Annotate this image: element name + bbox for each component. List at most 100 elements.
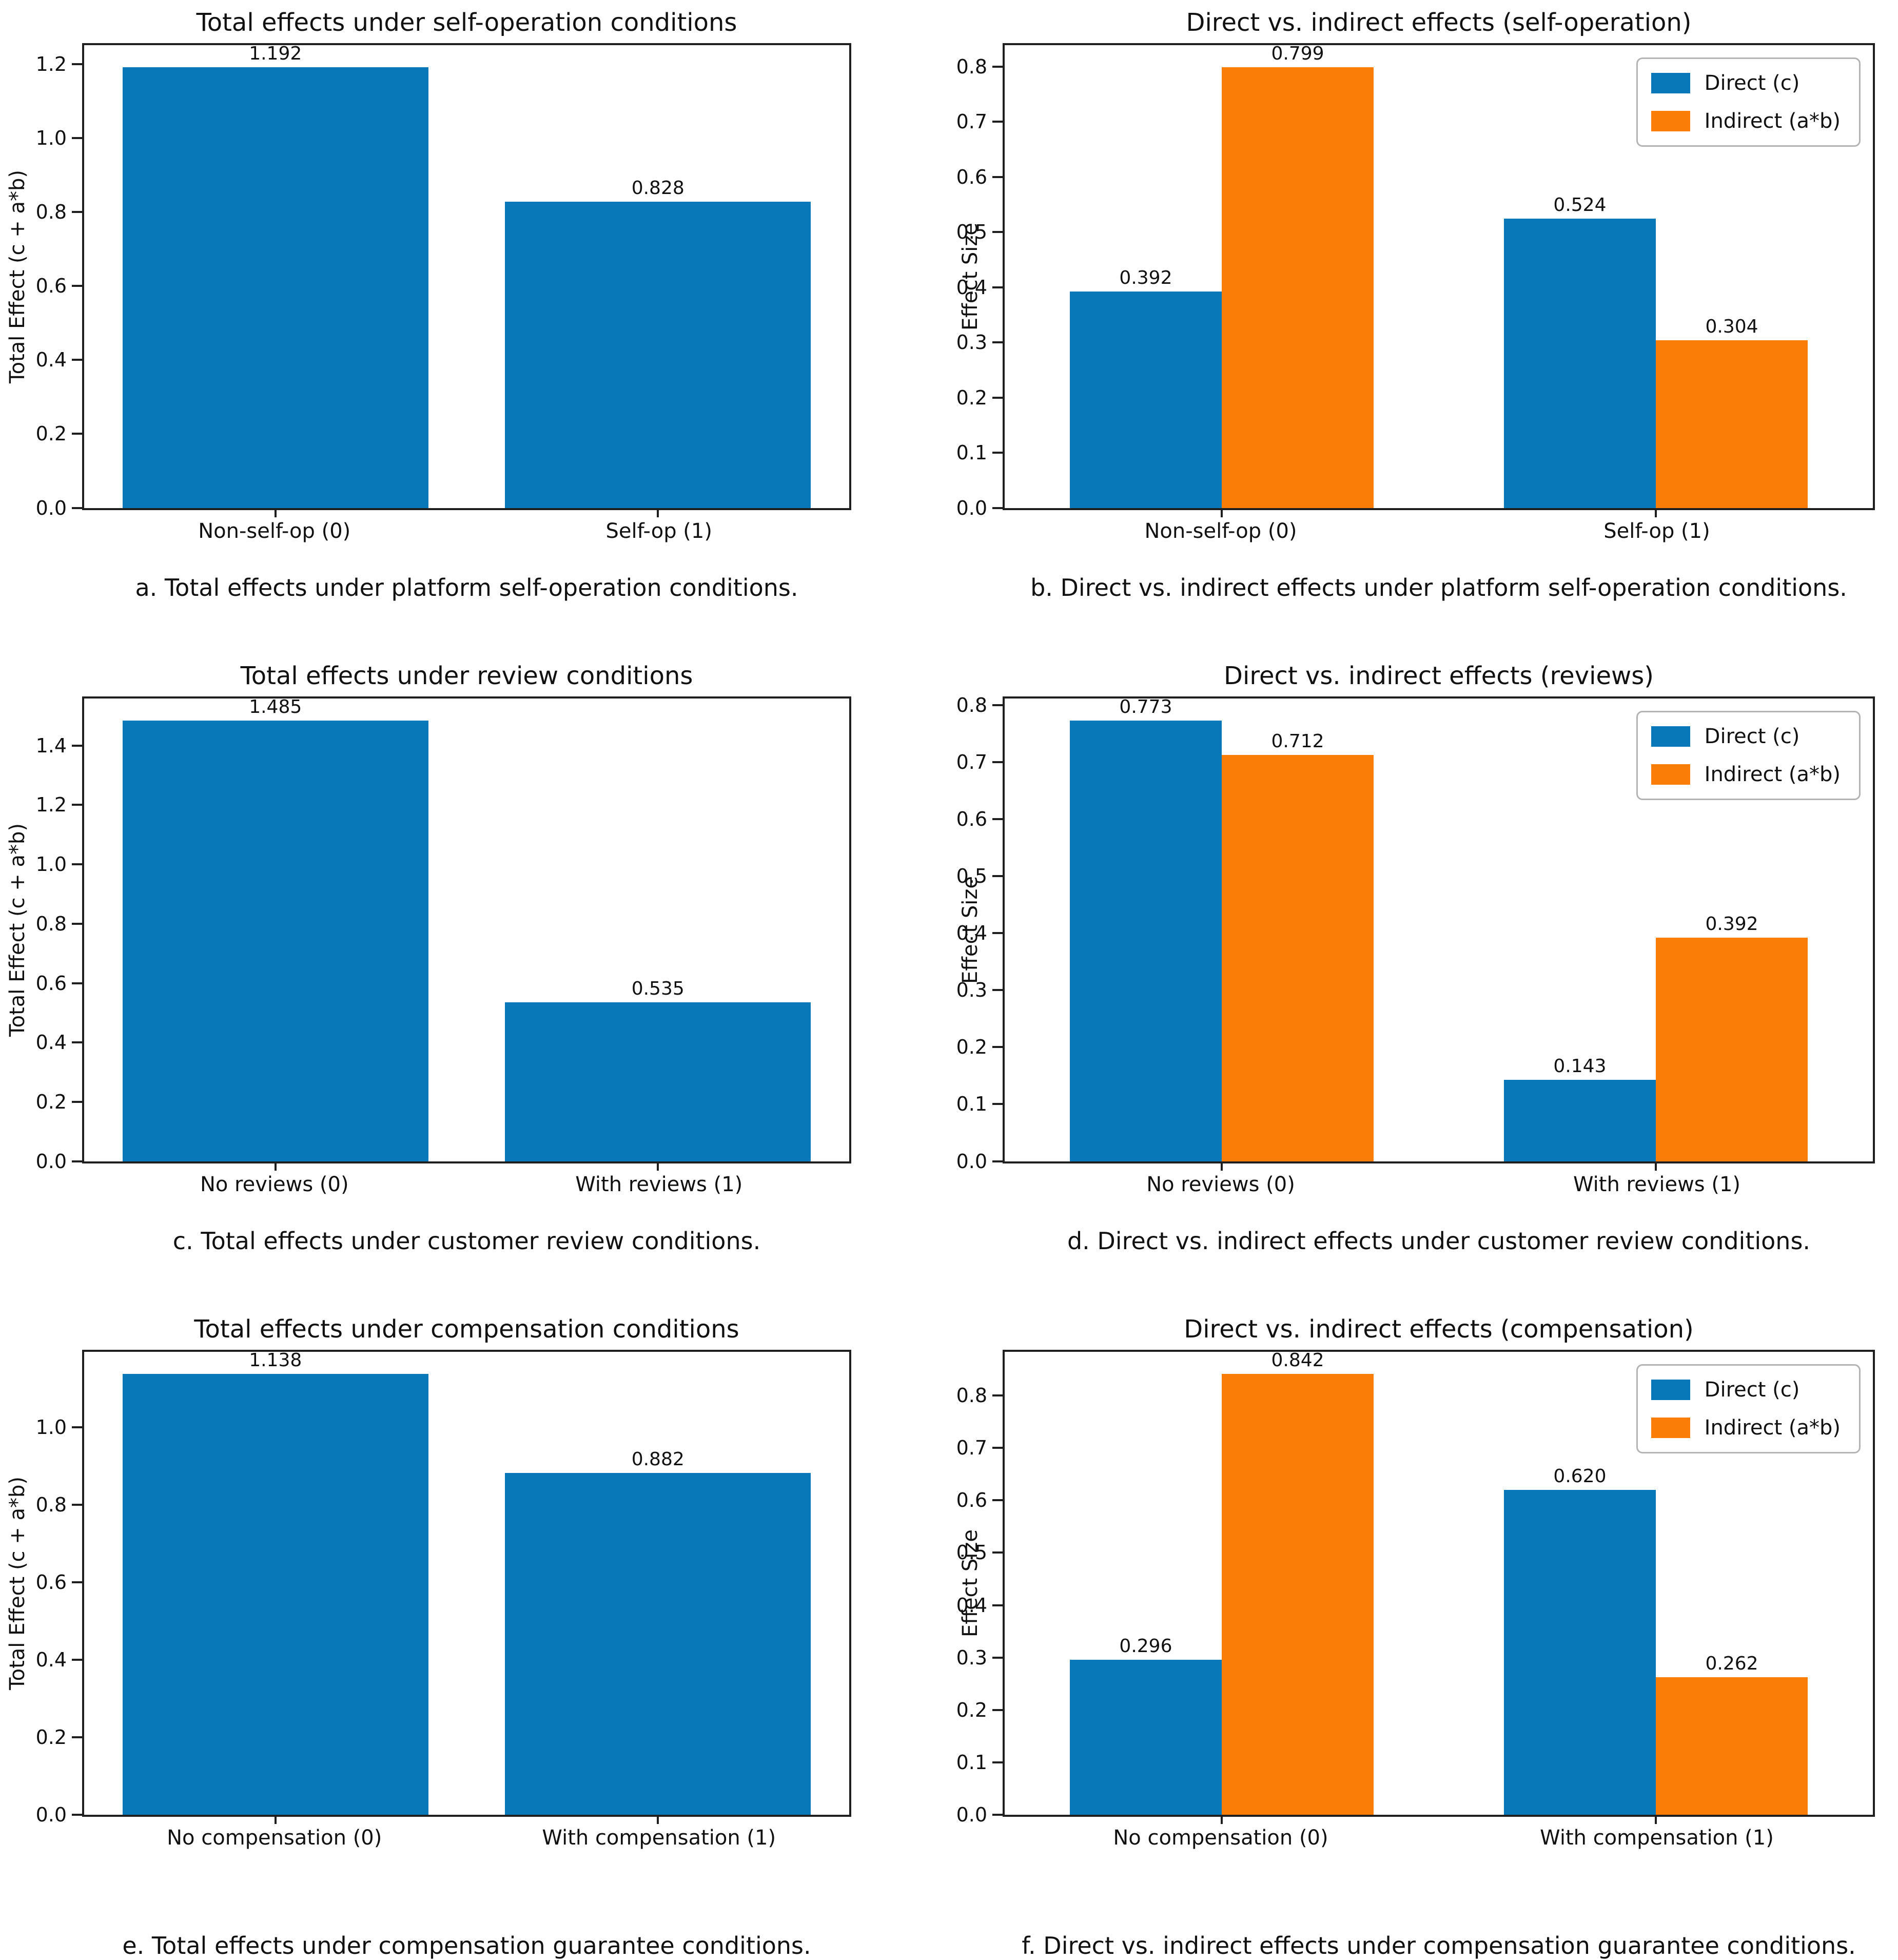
chart-caption: d. Direct vs. indirect effects under cus… bbox=[1067, 1227, 1811, 1255]
y-tick-label: 0.2 bbox=[35, 422, 67, 445]
y-tick-mark bbox=[992, 818, 1003, 820]
x-tick-mark bbox=[1655, 508, 1657, 517]
plot-area: 0.0 0.1 0.2 0.3 0.4 0.5 0.6 0.7 0.8 0.296 0.842 0.6… bbox=[956, 1350, 1875, 1825]
category-slot: 1.485 bbox=[84, 696, 467, 1161]
x-tick-mark bbox=[274, 508, 277, 517]
plot-area: 0.0 0.1 0.2 0.3 0.4 0.5 0.6 0.7 0.8 0.392 0.799 0.5… bbox=[956, 43, 1875, 518]
legend-label: Indirect (a*b) bbox=[1704, 762, 1841, 786]
y-tick-label: 0.8 bbox=[956, 1384, 987, 1407]
y-tick-mark bbox=[992, 932, 1003, 935]
x-tick-mark bbox=[1655, 1814, 1657, 1824]
y-tick-mark bbox=[992, 121, 1003, 123]
y-tick-mark bbox=[72, 1100, 82, 1103]
y-tick-label: 0.2 bbox=[35, 1725, 67, 1749]
legend-swatch bbox=[1651, 1379, 1690, 1400]
y-tick-mark bbox=[992, 1046, 1003, 1049]
bar-value-label: 1.192 bbox=[249, 43, 302, 64]
x-tick-mark bbox=[1221, 1161, 1223, 1171]
bar: 1.192 bbox=[122, 43, 428, 508]
chart-title: Direct vs. indirect effects (reviews) bbox=[1224, 662, 1654, 690]
plot-area: 0.0 0.2 0.4 0.6 0.8 1.0 1.138 0.882 bbox=[36, 1350, 851, 1825]
y-tick-label: 0.2 bbox=[956, 1036, 987, 1059]
bar: 0.535 bbox=[505, 978, 811, 1161]
y-tick-mark bbox=[992, 1761, 1003, 1763]
y-tick-label: 0.6 bbox=[956, 807, 987, 830]
y-tick-mark bbox=[72, 137, 82, 139]
category-slot: 0.773 0.712 bbox=[1005, 696, 1439, 1161]
x-category-label: Non-self-op (0) bbox=[198, 519, 351, 543]
chart-caption: b. Direct vs. indirect effects under pla… bbox=[1030, 573, 1847, 601]
x-category-label: With compensation (1) bbox=[1540, 1826, 1774, 1850]
y-tick-mark bbox=[992, 1160, 1003, 1162]
bar-value-label: 0.304 bbox=[1705, 316, 1758, 337]
legend-swatch bbox=[1651, 72, 1690, 93]
bar-value-label: 0.828 bbox=[631, 177, 684, 199]
indirect-a-b-bar: 0.799 bbox=[1222, 43, 1374, 508]
chart-caption: e. Total effects under compensation guar… bbox=[122, 1931, 811, 1959]
bar-value-label: 0.712 bbox=[1271, 731, 1324, 752]
y-tick-label: 0.6 bbox=[956, 1489, 987, 1512]
y-tick-mark bbox=[992, 704, 1003, 706]
legend-item: Indirect (a*b) bbox=[1651, 109, 1841, 133]
y-tick-label: 0.4 bbox=[35, 348, 67, 372]
x-axis-labels: No compensation (0) With compensation (1) bbox=[1003, 1826, 1875, 1850]
chart-title: Total effects under compensation conditi… bbox=[194, 1315, 739, 1344]
bars-layer: 0.392 0.799 0.524 0.304 bbox=[1005, 43, 1873, 508]
plot-area: 0.0 0.2 0.4 0.6 0.8 1.0 1.2 1.4 1.485 0.535 bbox=[36, 696, 851, 1171]
x-tick-mark bbox=[274, 1161, 277, 1171]
y-tick-mark bbox=[992, 341, 1003, 344]
y-tick-mark bbox=[72, 211, 82, 214]
x-axis-labels: Non-self-op (0) Self-op (1) bbox=[82, 519, 851, 543]
x-category-label: With compensation (1) bbox=[542, 1826, 776, 1850]
y-tick-label: 0.0 bbox=[35, 1150, 67, 1173]
y-tick-mark bbox=[72, 982, 82, 984]
y-tick-mark bbox=[72, 863, 82, 866]
y-tick-mark bbox=[992, 1709, 1003, 1711]
category-slot: 0.535 bbox=[467, 698, 850, 1161]
bar-value-label: 0.392 bbox=[1119, 267, 1172, 289]
chart-c-total-effects-reviews: Total effects under review conditions To… bbox=[0, 653, 949, 1307]
y-tick-label: 0.5 bbox=[956, 1541, 987, 1564]
y-tick-mark bbox=[72, 922, 82, 925]
plot-area: 0.0 0.2 0.4 0.6 0.8 1.0 1.2 1.192 0.828 bbox=[36, 43, 851, 518]
legend-label: Indirect (a*b) bbox=[1704, 109, 1841, 133]
y-tick-mark bbox=[72, 744, 82, 747]
y-tick-mark bbox=[992, 65, 1003, 68]
x-category-label: No reviews (0) bbox=[1146, 1172, 1295, 1196]
chart-d-direct-indirect-reviews: Direct vs. indirect effects (reviews) Ef… bbox=[949, 653, 1898, 1307]
category-slot: 0.143 0.392 bbox=[1439, 698, 1873, 1161]
x-axis-labels: No reviews (0) With reviews (1) bbox=[1003, 1173, 1875, 1196]
plot-area: 0.0 0.1 0.2 0.3 0.4 0.5 0.6 0.7 0.8 0.773 0.712 0.1… bbox=[956, 695, 1875, 1171]
x-tick-mark bbox=[1221, 1814, 1223, 1824]
y-tick-label: 0.1 bbox=[956, 441, 987, 464]
y-tick-label: 0.3 bbox=[956, 1646, 987, 1669]
y-axis-label: Total Effect (c + a*b) bbox=[6, 169, 29, 384]
y-tick-mark bbox=[72, 1581, 82, 1583]
y-tick-label: 0.6 bbox=[956, 165, 987, 188]
y-tick-label: 0.4 bbox=[956, 276, 987, 299]
bar-value-label: 0.524 bbox=[1553, 195, 1607, 216]
y-tick-label: 1.0 bbox=[35, 1415, 67, 1439]
y-tick-label: 0.3 bbox=[956, 331, 987, 354]
y-tick-label: 0.3 bbox=[956, 979, 987, 1002]
x-axis-labels: No reviews (0) With reviews (1) bbox=[82, 1173, 851, 1196]
y-tick-label: 0.4 bbox=[956, 922, 987, 945]
direct-c-bar: 0.392 bbox=[1069, 267, 1222, 508]
chart-title: Direct vs. indirect effects (self-operat… bbox=[1186, 8, 1692, 37]
y-tick-label: 0.2 bbox=[956, 386, 987, 409]
x-category-label: Self-op (1) bbox=[605, 519, 712, 543]
direct-c-bar: 0.620 bbox=[1503, 1466, 1656, 1815]
bar-value-label: 0.143 bbox=[1553, 1055, 1607, 1077]
y-tick-label: 0.6 bbox=[35, 1570, 67, 1594]
bar: 0.882 bbox=[505, 1449, 811, 1815]
y-tick-mark bbox=[992, 286, 1003, 288]
indirect-a-b-bar: 0.304 bbox=[1656, 316, 1808, 508]
chart-b-direct-indirect-self-operation: Direct vs. indirect effects (self-operat… bbox=[949, 0, 1898, 653]
bars-layer: 1.138 0.882 bbox=[84, 1350, 849, 1815]
y-tick-mark bbox=[992, 231, 1003, 234]
y-tick-label: 0.8 bbox=[35, 1493, 67, 1516]
chart-caption: f. Direct vs. indirect effects under com… bbox=[1022, 1931, 1856, 1959]
bars-layer: 1.485 0.535 bbox=[84, 696, 850, 1161]
